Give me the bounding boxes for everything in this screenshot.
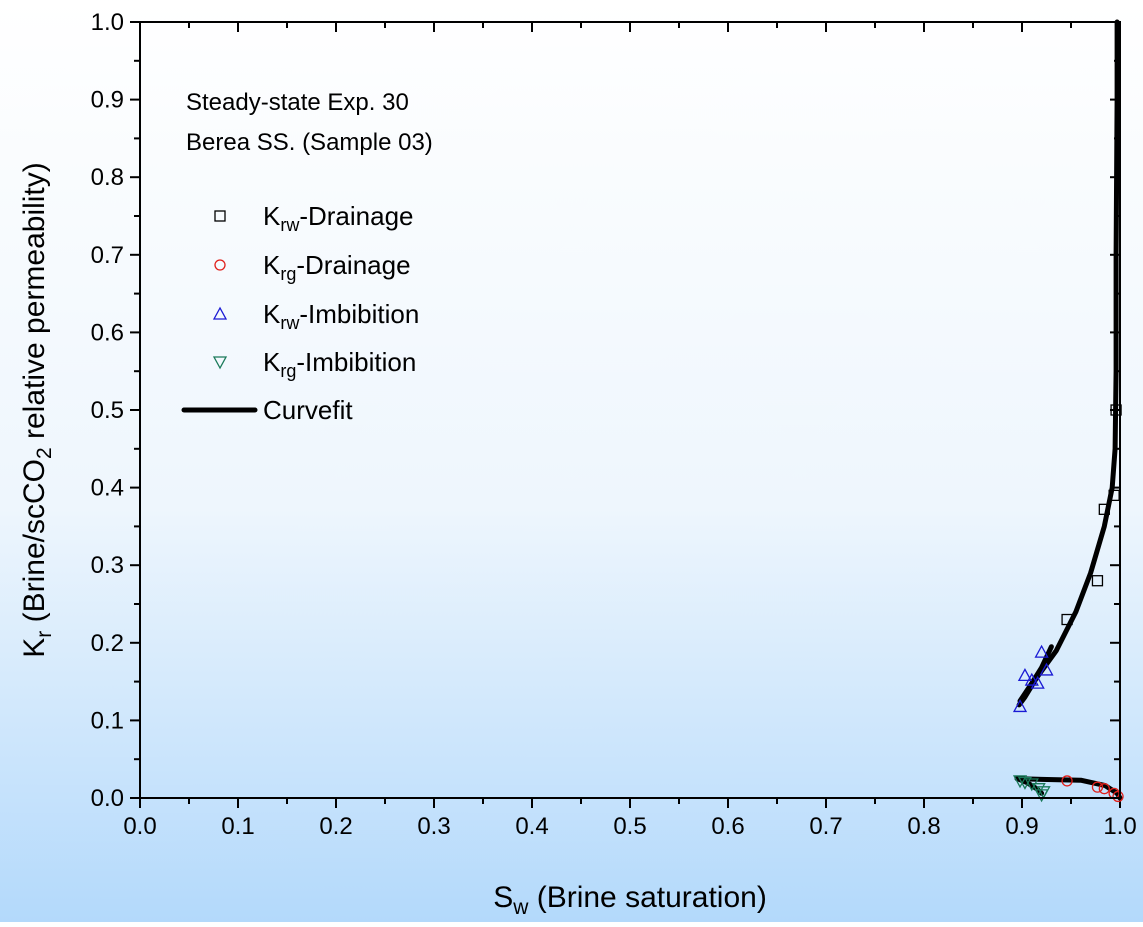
k-rw-drainage-point xyxy=(1061,613,1073,626)
legend-k-rw-imbibition-label-main: K xyxy=(263,299,281,329)
annotations: Steady-state Exp. 30 Berea SS. (Sample 0… xyxy=(186,89,433,156)
k-rg-imbibition-point xyxy=(1024,778,1039,792)
y-tick-label: 0.6 xyxy=(91,319,124,346)
legend-k-rg-imbibition-label-rest: -Imbibition xyxy=(296,347,416,377)
y-tick-label: 0.4 xyxy=(91,475,124,502)
x-tick-label: 0.9 xyxy=(1005,813,1038,840)
k-rw-imbibition-point xyxy=(1017,668,1033,682)
y-axis-label: Kr (Brine/scCO2 relative permeability) xyxy=(18,162,56,658)
y-tick-label: 0.0 xyxy=(91,785,124,812)
legend-k-rg-imbibition-swatch xyxy=(212,356,228,370)
x-tick-label: 0.7 xyxy=(809,813,842,840)
y-tick-label: 0.2 xyxy=(91,630,124,657)
x-tick-label: 0.8 xyxy=(907,813,940,840)
y-tick-label: 0.7 xyxy=(91,242,124,269)
y-axis-label-rest: relative permeability) xyxy=(18,162,51,447)
k-rg-imbibition-point xyxy=(1036,786,1051,800)
k-rg-imbibition-point xyxy=(1031,783,1046,797)
legend-curvefit-label: Curvefit xyxy=(263,395,353,425)
x-axis-label-sub: w xyxy=(512,896,529,919)
k-rw-imbibition-point xyxy=(1024,672,1039,686)
y-tick-label: 1.0 xyxy=(91,9,124,36)
k-rw-imbibition-point xyxy=(1039,662,1054,676)
y-axis-label-sub2: 2 xyxy=(33,447,56,459)
k-rg-drainage-point xyxy=(1112,790,1124,803)
legend-curvefit-label-main: Curvefit xyxy=(263,395,353,425)
x-tick-label: 0.4 xyxy=(515,813,548,840)
x-axis-label-main: S xyxy=(493,881,513,914)
annotation-line-1: Steady-state Exp. 30 xyxy=(186,89,409,116)
k-rw-drainage-point xyxy=(1091,575,1104,587)
y-axis-label-main: K xyxy=(18,638,51,658)
y-tick-label: 0.9 xyxy=(91,87,124,114)
k-rw-imbibition-point xyxy=(1034,644,1049,658)
curvefit-line xyxy=(1016,19,1120,708)
x-tick-label: 0.6 xyxy=(711,813,744,840)
k-rg-drainage-point xyxy=(1098,783,1110,795)
legend-k-rw-imbibition-label: Krw-Imbibition xyxy=(263,299,419,333)
legend-k-rw-drainage-label-sub: rw xyxy=(280,215,300,235)
x-tick-label: 0.5 xyxy=(613,813,646,840)
legend-k-rg-drainage-label-sub: rg xyxy=(280,264,296,284)
legend-k-rg-drainage-label: Krg-Drainage xyxy=(263,250,411,284)
legend-k-rg-drainage-label-rest: -Drainage xyxy=(296,250,410,280)
legend-k-rg-drainage-swatch xyxy=(214,259,226,271)
plot-area-frame xyxy=(139,21,1121,799)
y-axis-label-sub1: r xyxy=(33,631,56,638)
curvefit-lines xyxy=(1014,19,1123,801)
legend-k-rg-imbibition-label-sub: rg xyxy=(280,361,296,381)
x-tick-label: 0.3 xyxy=(417,813,450,840)
x-tick-label: 0.1 xyxy=(221,813,254,840)
x-axis-label-rest: (Brine saturation) xyxy=(528,881,766,914)
k-rw-imbibition-point xyxy=(1012,699,1028,713)
k-rw-imbibition-point xyxy=(1030,675,1045,689)
k-rw-drainage-point xyxy=(1098,503,1110,515)
legend-k-rw-drainage-swatch xyxy=(214,210,226,222)
x-tick-label: 0.2 xyxy=(319,813,352,840)
legend-k-rw-drainage-label: Krw-Drainage xyxy=(263,201,414,235)
y-tick-label: 0.3 xyxy=(91,552,124,579)
k-rw-drainage-point xyxy=(1110,404,1122,416)
data-points xyxy=(1012,404,1124,803)
legend-k-rg-imbibition-label: Krg-Imbibition xyxy=(263,347,416,381)
x-tick-label: 0.0 xyxy=(123,813,156,840)
legend-k-rw-imbibition-label-sub: rw xyxy=(280,313,300,333)
x-axis-label: Sw (Brine saturation) xyxy=(493,881,767,919)
k-rg-imbibition-point xyxy=(1012,775,1028,789)
legend: Krw-DrainageKrg-DrainageKrw-ImbibitionKr… xyxy=(181,201,419,425)
legend-k-rw-imbibition-label-rest: -Imbibition xyxy=(299,299,419,329)
y-tick-label: 0.1 xyxy=(91,707,124,734)
k-rg-drainage-point xyxy=(1091,781,1104,793)
k-rg-drainage-point xyxy=(1061,775,1073,787)
legend-k-rw-drainage-label-rest: -Drainage xyxy=(299,201,413,231)
axis-ticks: 0.0 0.1 0.2 0.3 0.4 0.5 0.6 0.7 0.8 0.9 1.0 0.0 0.1 0… xyxy=(91,9,1137,840)
legend-k-rw-imbibition-swatch xyxy=(212,306,228,320)
annotation-line-2: Berea SS. (Sample 03) xyxy=(186,129,433,156)
legend-k-rg-drainage-label-main: K xyxy=(263,250,281,280)
y-tick-label: 0.8 xyxy=(91,164,124,191)
legend-k-rw-drainage-label-main: K xyxy=(263,201,281,231)
x-tick-label: 1.0 xyxy=(1103,813,1136,840)
y-axis-label-mid: (Brine/scCO xyxy=(18,459,51,631)
y-tick-label: 0.5 xyxy=(91,397,124,424)
legend-k-rg-imbibition-label-main: K xyxy=(263,347,281,377)
